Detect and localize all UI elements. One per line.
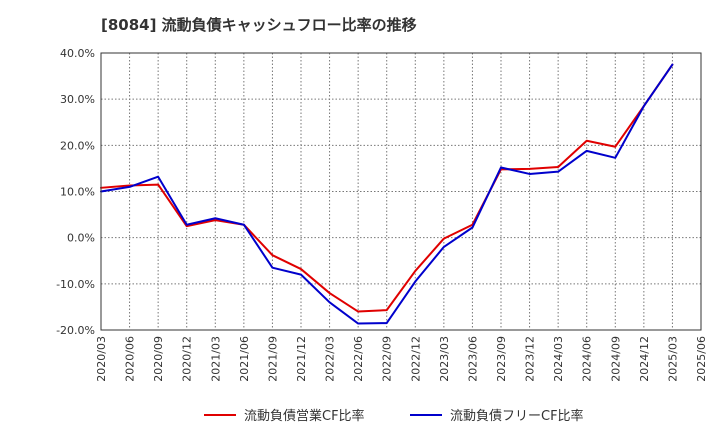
x-tick-label: 2020/03 [95, 336, 108, 382]
chart-title: [8084] 流動負債キャッシュフロー比率の推移 [101, 16, 417, 34]
x-tick-label: 2022/06 [352, 336, 365, 382]
x-tick-label: 2022/03 [324, 336, 337, 382]
x-tick-label: 2020/09 [152, 336, 165, 382]
x-tick-label: 2021/03 [209, 336, 222, 382]
x-tick-label: 2023/03 [438, 336, 451, 382]
x-tick-label: 2022/09 [381, 336, 394, 382]
legend-label-1: 流動負債営業CF比率 [244, 408, 365, 424]
y-tick-label: 10.0% [60, 186, 95, 199]
x-tick-label: 2023/06 [466, 336, 479, 382]
y-axis: -20.0% -10.0% 0.0% 10.0% 20.0% 30.0% 40.0% [56, 47, 95, 337]
y-tick-label: 0.0% [67, 232, 95, 245]
x-tick-label: 2024/06 [581, 336, 594, 382]
series-line-2 [100, 63, 674, 325]
series-layer [100, 63, 674, 325]
x-tick-label: 2020/06 [124, 336, 137, 382]
x-tick-label: 2025/06 [695, 336, 708, 382]
grid-layer [101, 53, 701, 330]
x-tick-label: 2024/03 [552, 336, 565, 382]
x-tick-label: 2020/12 [181, 336, 194, 382]
x-tick-label: 2021/12 [295, 336, 308, 382]
x-axis: 2020/03 2020/06 2020/09 2020/12 2021/03 2021/… [95, 336, 708, 382]
plot-frame [100, 52, 702, 331]
x-tick-label: 2024/12 [638, 336, 651, 382]
x-tick-label: 2021/09 [266, 336, 279, 382]
x-tick-label: 2025/03 [666, 336, 679, 382]
x-tick-label: 2024/09 [609, 336, 622, 382]
x-tick-label: 2022/12 [409, 336, 422, 382]
y-tick-label: -10.0% [56, 278, 95, 291]
y-tick-label: -20.0% [56, 324, 95, 337]
x-tick-label: 2021/06 [238, 336, 251, 382]
x-tick-label: 2023/12 [524, 336, 537, 382]
legend: 流動負債営業CF比率 流動負債フリーCF比率 [204, 408, 584, 424]
legend-label-2: 流動負債フリーCF比率 [450, 408, 584, 424]
series-line-1 [100, 63, 674, 313]
y-tick-label: 40.0% [60, 47, 95, 60]
y-tick-label: 20.0% [60, 139, 95, 152]
y-tick-label: 30.0% [60, 93, 95, 106]
x-tick-label: 2023/09 [495, 336, 508, 382]
